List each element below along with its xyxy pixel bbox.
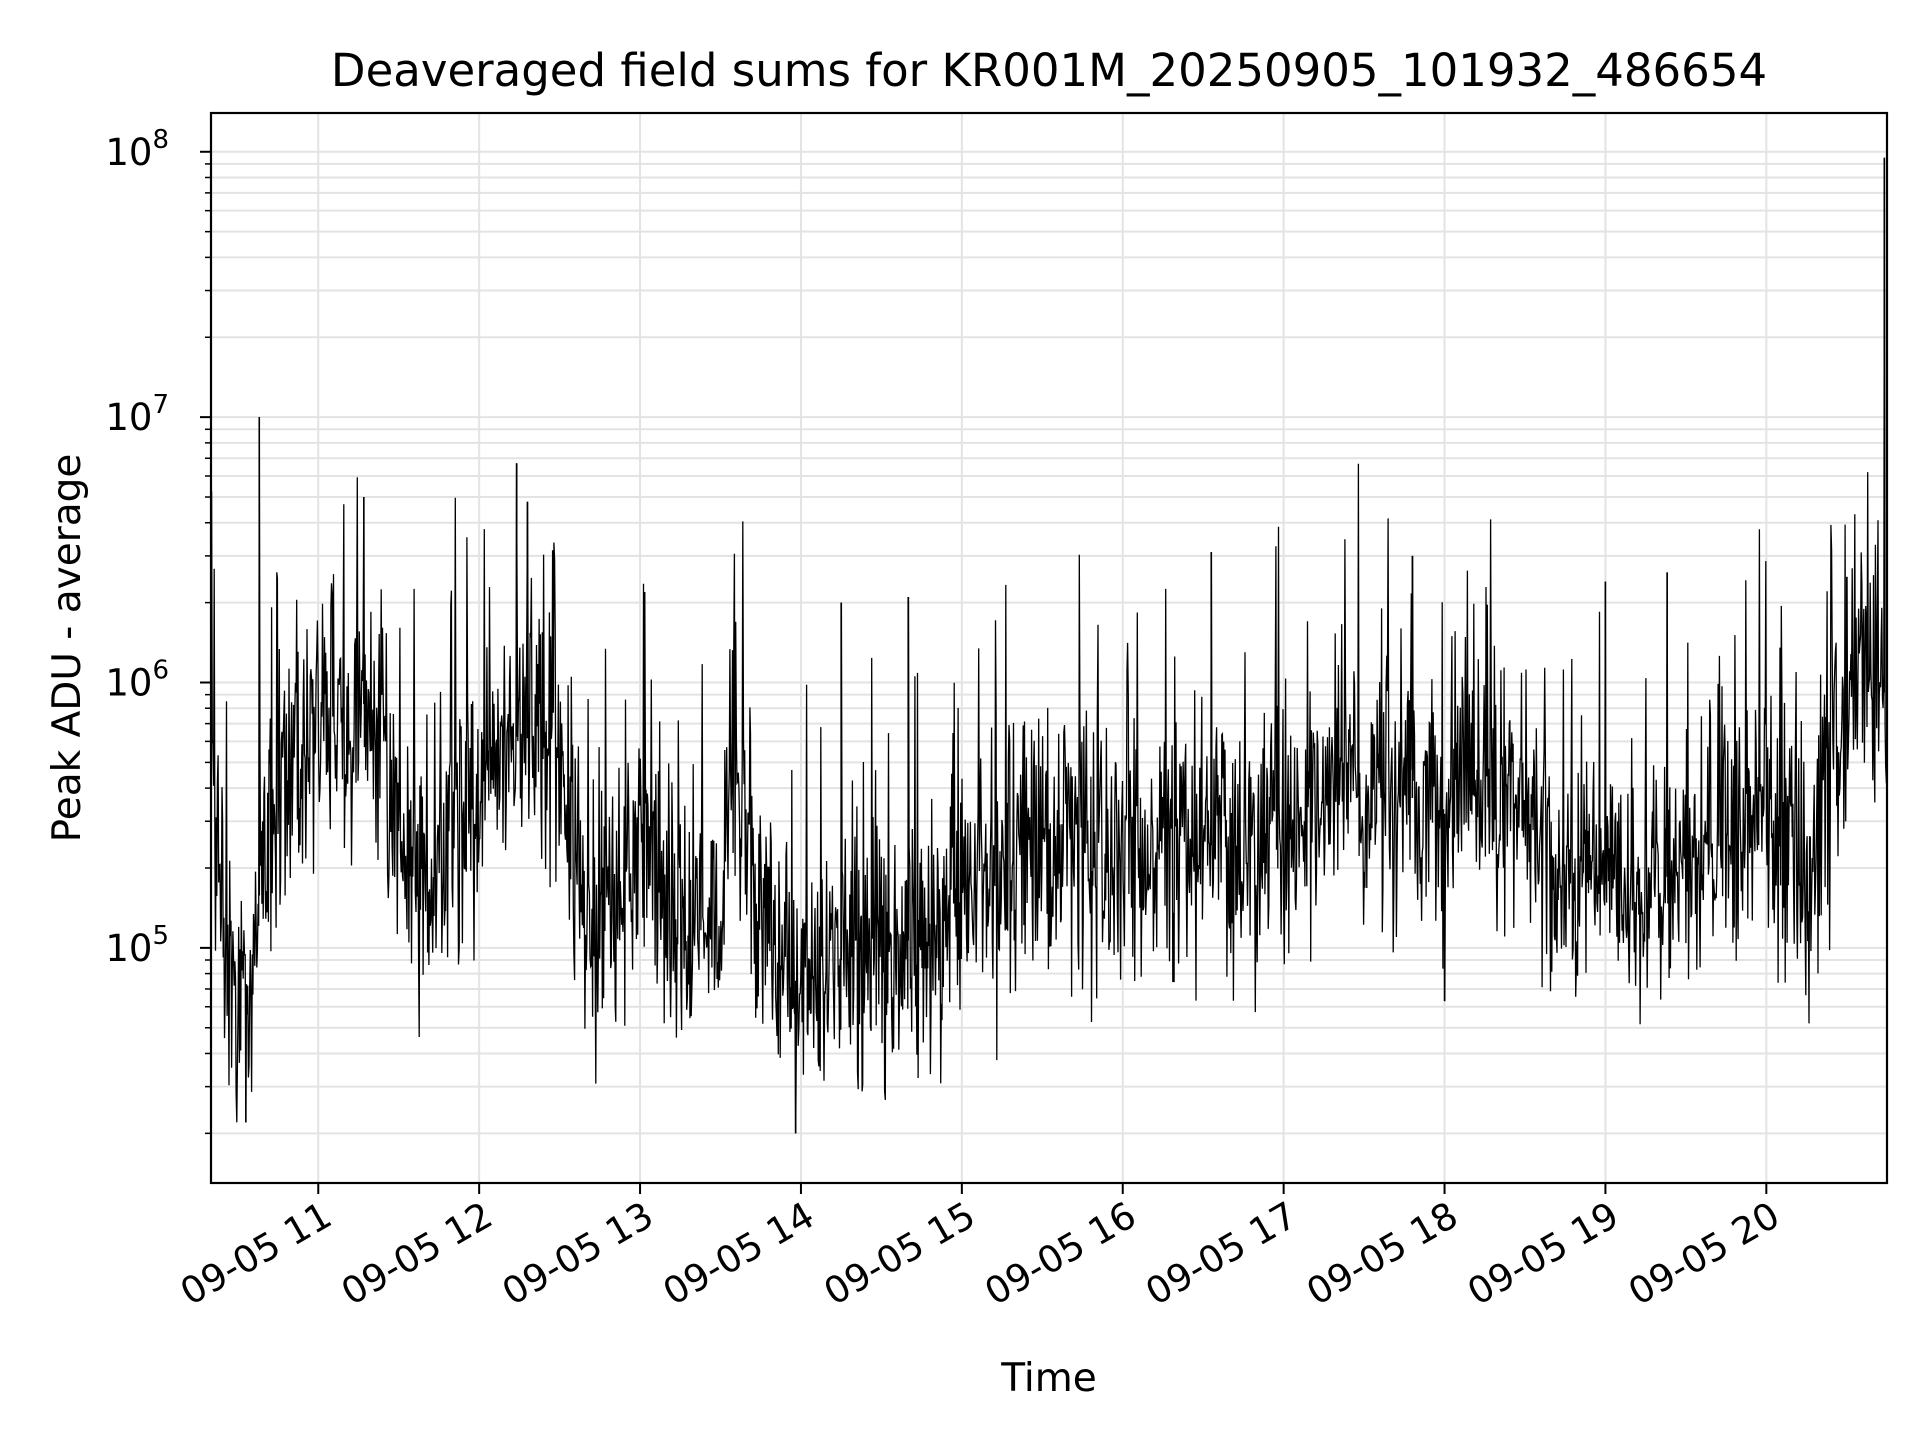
minor-gridlines bbox=[211, 162, 1887, 1135]
series-line bbox=[210, 157, 1888, 1134]
y-axis-ticks: 105 106 107 108 bbox=[105, 125, 211, 1135]
series-group bbox=[210, 157, 1888, 1134]
x-axis-label: Time bbox=[1000, 1356, 1096, 1401]
y-tick-label: 108 bbox=[105, 125, 169, 174]
chart-title: Deaveraged field sums for KR001M_2025090… bbox=[331, 44, 1767, 97]
y-tick-label: 105 bbox=[105, 921, 169, 970]
y-tick-label: 106 bbox=[105, 656, 169, 705]
y-axis-label: Peak ADU - average bbox=[45, 454, 90, 843]
y-tick-label: 107 bbox=[105, 390, 169, 439]
plot-frame bbox=[209, 111, 1889, 1185]
